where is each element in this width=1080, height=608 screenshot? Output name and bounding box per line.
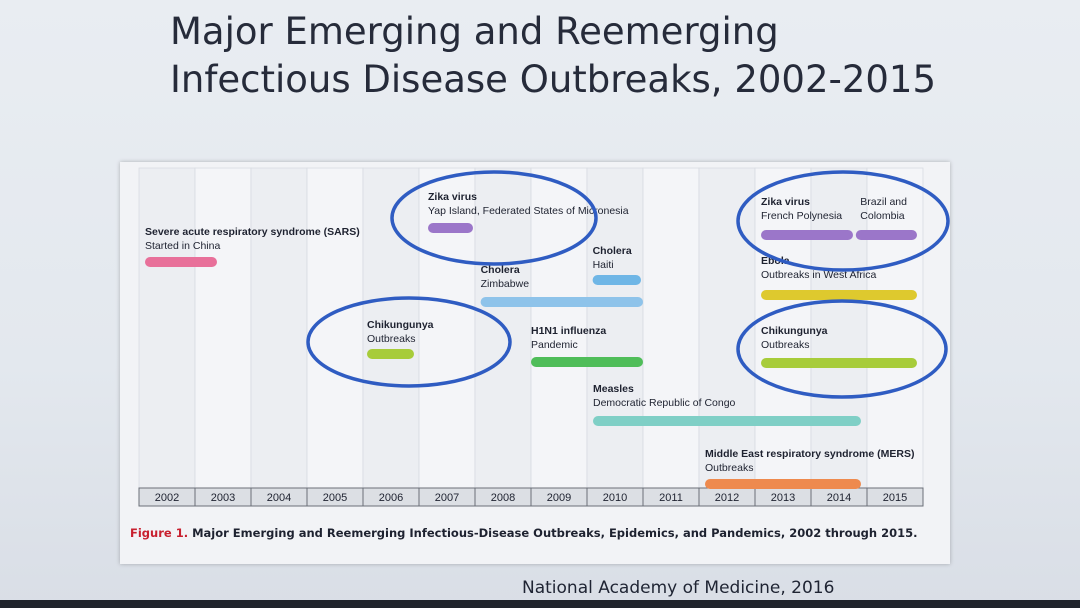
event-detail-zika-brazil: Brazil and bbox=[860, 196, 907, 208]
year-tick-label: 2002 bbox=[155, 492, 179, 504]
highlight-circle-chik-2006 bbox=[306, 296, 512, 388]
event-detail-mers: Outbreaks bbox=[705, 462, 753, 474]
event-detail-zika-fp: French Polynesia bbox=[761, 210, 842, 222]
figure-panel: 2002 2003 2004 2005 2006 2007 2008 2009 2010 2011… bbox=[120, 162, 950, 564]
event-detail-ebola: Outbreaks in West Africa bbox=[761, 269, 877, 281]
highlight-circle-zika-yap bbox=[390, 170, 598, 266]
event-detail-zika-brazil-cont: Colombia bbox=[860, 210, 905, 222]
year-tick-label: 2014 bbox=[827, 492, 851, 504]
event-name-ebola: Ebola bbox=[761, 255, 790, 267]
event-name-sars: Severe acute respiratory syndrome (SARS) bbox=[145, 226, 360, 238]
year-tick-label: 2005 bbox=[323, 492, 347, 504]
event-bar-mers bbox=[705, 479, 861, 489]
event-bar-chikungunya-2013 bbox=[761, 358, 917, 368]
figure-caption-text: Major Emerging and Reemerging Infectious… bbox=[192, 526, 918, 540]
event-detail-chikungunya-2006: Outbreaks bbox=[367, 333, 415, 345]
event-detail-zika-yap: Yap Island, Federated States of Micrones… bbox=[428, 205, 629, 217]
event-bar-zika-fp bbox=[761, 230, 853, 240]
year-tick-label: 2013 bbox=[771, 492, 795, 504]
grid-column bbox=[250, 167, 308, 489]
event-name-cholera-haiti: Cholera bbox=[593, 245, 632, 257]
grid-column bbox=[866, 167, 924, 489]
year-tick-label: 2003 bbox=[211, 492, 235, 504]
highlight-circle-zika-fp bbox=[736, 170, 950, 272]
grid-column bbox=[530, 167, 588, 489]
event-name-h1n1: H1N1 influenza bbox=[531, 325, 606, 337]
year-tick-label: 2008 bbox=[491, 492, 515, 504]
event-detail-chikungunya-2013: Outbreaks bbox=[761, 339, 809, 351]
grid-column bbox=[306, 167, 364, 489]
year-tick-label: 2007 bbox=[435, 492, 459, 504]
event-detail-sars: Started in China bbox=[145, 240, 220, 252]
event-name-zika-fp: Zika virus bbox=[761, 196, 810, 208]
source-credit: National Academy of Medicine, 2016 bbox=[522, 578, 835, 598]
year-tick-label: 2015 bbox=[883, 492, 907, 504]
event-name-chikungunya-2013: Chikungunya bbox=[761, 325, 828, 337]
event-bar-measles bbox=[593, 416, 861, 426]
event-bar-sars bbox=[145, 257, 217, 267]
event-bar-h1n1 bbox=[531, 357, 643, 367]
year-tick-label: 2011 bbox=[659, 492, 683, 504]
year-tick-label: 2012 bbox=[715, 492, 739, 504]
screen-bottom-edge bbox=[0, 600, 1080, 608]
event-bar-cholera-zimbabwe bbox=[480, 297, 643, 307]
event-name-mers: Middle East respiratory syndrome (MERS) bbox=[705, 448, 914, 460]
slide-title-line-2: Infectious Disease Outbreaks, 2002-2015 bbox=[170, 58, 936, 101]
figure-caption: Figure 1. Major Emerging and Reemerging … bbox=[130, 526, 940, 540]
event-bar-zika-brazil bbox=[855, 230, 917, 240]
event-bar-cholera-haiti bbox=[592, 275, 641, 285]
year-tick-label: 2004 bbox=[267, 492, 291, 504]
highlight-circle-chik-2013 bbox=[736, 299, 948, 399]
event-name-measles: Measles bbox=[593, 383, 634, 395]
event-name-cholera-zimbabwe: Cholera bbox=[481, 264, 520, 276]
slide-title-line-1: Major Emerging and Reemerging bbox=[170, 10, 779, 53]
event-detail-cholera-haiti: Haiti bbox=[593, 259, 614, 271]
event-bar-chikungunya-2006 bbox=[367, 349, 414, 359]
grid-column bbox=[138, 167, 196, 489]
event-detail-measles: Democratic Republic of Congo bbox=[593, 397, 736, 409]
year-tick-label: 2006 bbox=[379, 492, 403, 504]
event-bar-zika-yap bbox=[428, 223, 473, 233]
grid-column bbox=[754, 167, 812, 489]
event-detail-cholera-zimbabwe: Zimbabwe bbox=[481, 278, 530, 290]
figure-caption-label: Figure 1. bbox=[130, 526, 189, 540]
year-tick-label: 2009 bbox=[547, 492, 571, 504]
event-name-zika-yap: Zika virus bbox=[428, 191, 477, 203]
event-bar-ebola bbox=[761, 290, 917, 300]
grid-column bbox=[418, 167, 476, 489]
grid-column bbox=[642, 167, 700, 489]
slide-title: Major Emerging and Reemerging Infectious… bbox=[170, 8, 1030, 104]
event-name-chikungunya-2006: Chikungunya bbox=[367, 319, 434, 331]
timeline-chart: 2002 2003 2004 2005 2006 2007 2008 2009 2010 2011… bbox=[138, 167, 950, 507]
event-detail-h1n1: Pandemic bbox=[531, 339, 578, 351]
year-tick-label: 2010 bbox=[603, 492, 627, 504]
grid-column bbox=[194, 167, 252, 489]
